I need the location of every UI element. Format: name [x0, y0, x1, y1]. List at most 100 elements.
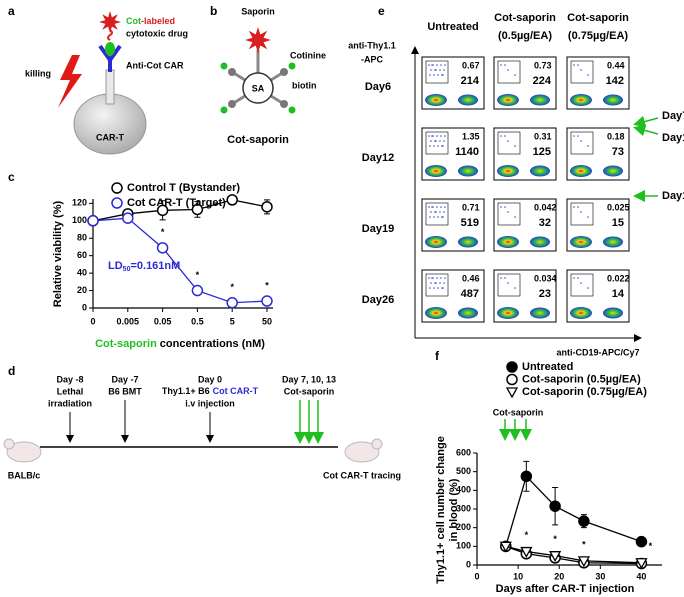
dot	[573, 64, 575, 66]
legend-label: Cot-saporin (0.75µg/EA)	[522, 386, 647, 398]
gate	[425, 202, 449, 226]
dot	[439, 211, 441, 213]
dot	[587, 74, 589, 76]
x-tick-label: 0	[90, 316, 95, 326]
dot	[500, 64, 502, 66]
dot	[507, 69, 509, 71]
marker	[520, 470, 533, 483]
population	[458, 236, 478, 248]
population	[530, 165, 550, 177]
population	[570, 236, 592, 248]
y-tick-label: 60	[77, 250, 87, 260]
cell-count: 32	[539, 217, 551, 229]
dot	[429, 287, 431, 289]
marker	[506, 373, 518, 386]
y-tick-label: 400	[456, 485, 471, 495]
dot	[439, 140, 441, 142]
marker	[226, 297, 238, 309]
dot	[441, 145, 443, 147]
event-label: Thy1.1+ B6 Cot CAR-T	[162, 386, 259, 396]
legend-marker	[111, 182, 123, 194]
significance-mark: *	[196, 270, 200, 280]
population	[425, 165, 447, 177]
row-label: Day6	[365, 81, 391, 93]
cell-count: 214	[461, 75, 480, 87]
x-tick-label: 0.005	[117, 316, 140, 326]
dot	[441, 287, 443, 289]
gate-percent: 0.042	[534, 202, 557, 212]
gate	[497, 202, 521, 226]
dot	[580, 211, 582, 213]
cell-count: 73	[612, 146, 624, 158]
dot	[433, 287, 435, 289]
dot	[444, 135, 446, 137]
column-header: Cot-saporin	[494, 12, 556, 24]
dot	[443, 69, 445, 71]
population	[425, 236, 447, 248]
dot	[431, 135, 433, 137]
y-tick-label: 100	[72, 215, 87, 225]
gate-percent: 0.67	[462, 60, 480, 70]
cell-count: 125	[533, 146, 551, 158]
dot	[440, 206, 442, 208]
y-tick-label: 600	[456, 447, 471, 457]
x-tick-label: 40	[636, 571, 646, 581]
arrow	[633, 115, 659, 128]
marker	[156, 204, 169, 217]
dot	[504, 277, 506, 279]
dot	[504, 64, 506, 66]
dot	[439, 282, 441, 284]
marker	[549, 551, 562, 563]
x-axis-title: Days after CAR-T injection	[496, 583, 635, 595]
panel-label: c	[8, 170, 15, 184]
population	[458, 307, 478, 319]
column-header: Untreated	[427, 21, 478, 33]
event-label: Day 0	[198, 374, 222, 384]
text-part: -labeled	[141, 16, 175, 26]
arrow-label: Day13	[662, 190, 684, 202]
dot	[443, 211, 445, 213]
legend-label: Cot-saporin (0.5µg/EA)	[522, 373, 641, 385]
panel-label: a	[8, 4, 15, 18]
population	[603, 236, 623, 248]
dot	[439, 69, 441, 71]
tracing-label: Cot CAR-T tracing	[323, 470, 401, 480]
dot	[573, 135, 575, 137]
text-part: Cot CAR-T	[213, 386, 259, 396]
text-part: Thy1.1+ B6	[162, 386, 210, 396]
population	[497, 94, 519, 106]
dot	[430, 69, 432, 71]
killing-label: killing	[25, 68, 51, 78]
y-tick-label: 20	[77, 285, 87, 295]
population	[570, 94, 592, 106]
axis-label: anti-CD19-APC/Cy7	[556, 347, 639, 357]
marker	[635, 558, 648, 570]
series-line	[92, 217, 268, 304]
x-tick-label: 0.05	[154, 316, 172, 326]
star-icon	[99, 11, 121, 33]
dot	[431, 277, 433, 279]
row-label: Day26	[362, 294, 394, 306]
dot	[430, 140, 432, 142]
dot	[434, 140, 436, 142]
y-tick-label: 0	[466, 559, 471, 569]
dot	[500, 135, 502, 137]
population	[425, 94, 447, 106]
dot	[504, 206, 506, 208]
gate-percent: 1.35	[462, 131, 480, 141]
marker	[505, 387, 519, 399]
cell-count: 14	[612, 288, 625, 300]
y-tick-label: 80	[77, 233, 87, 243]
dot	[433, 216, 435, 218]
axis-label: anti-Thy1.1	[348, 40, 396, 50]
dot	[514, 74, 516, 76]
timeline	[3, 400, 383, 463]
star-icon	[245, 27, 271, 53]
dot	[500, 206, 502, 208]
event-label: B6 BMT	[108, 386, 142, 396]
x-tick-label: 0	[474, 571, 479, 581]
x-tick-label: 50	[262, 316, 272, 326]
dot	[444, 64, 446, 66]
panel-label: e	[378, 4, 385, 18]
